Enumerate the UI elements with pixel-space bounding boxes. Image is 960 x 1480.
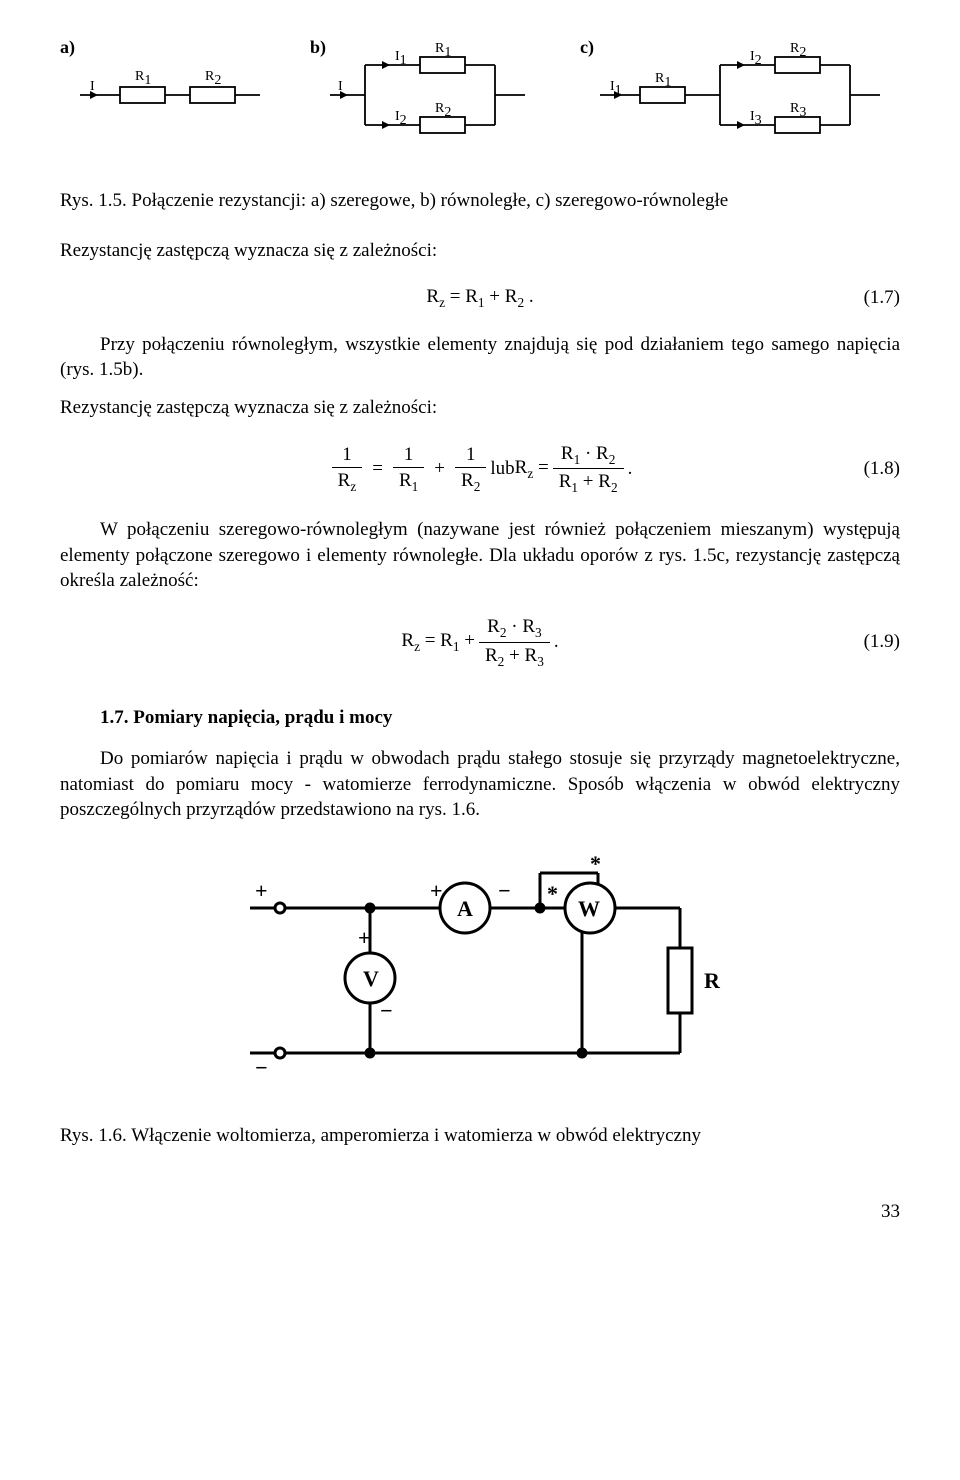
svg-text:I: I [90, 79, 95, 94]
svg-text:*: * [590, 853, 601, 876]
circuit-c: c) I [580, 40, 900, 158]
label-b: b) [310, 35, 326, 59]
svg-text:*: * [547, 881, 558, 906]
figure-1-6: + − + − V + − A * * W R [60, 853, 900, 1093]
eq-num-1-9: (1.9) [864, 629, 900, 655]
svg-text:R2: R2 [205, 69, 221, 88]
circuit-b: b) I I1 R1 [310, 40, 540, 158]
svg-text:R: R [704, 968, 721, 993]
svg-text:W: W [578, 896, 600, 921]
equation-1-8: 1Rz = 1R1 + 1R2 lub Rz = R1 · R2 R1 + R2… [60, 441, 900, 497]
svg-text:A: A [457, 896, 473, 921]
page-number: 33 [60, 1199, 900, 1225]
svg-text:R1: R1 [135, 69, 151, 88]
caption-fig-1-5: Rys. 1.5. Połączenie rezystancji: a) sze… [60, 188, 900, 214]
figure-1-6-svg: + − + − V + − A * * W R [220, 853, 740, 1093]
figure-1-5: a) I R1 R2 b) [60, 40, 900, 158]
label-c: c) [580, 35, 594, 59]
label-a: a) [60, 35, 75, 59]
section-1-7-heading: 1.7. Pomiary napięcia, prądu i mocy [60, 705, 900, 731]
circuit-a: a) I R1 R2 [60, 40, 270, 158]
svg-text:−: − [255, 1055, 268, 1080]
para-1: Rezystancję zastępczą wyznacza się z zal… [60, 238, 900, 264]
equation-1-9: Rz = R1 + R2 · R3 R2 + R3 . (1.9) [60, 614, 900, 670]
para-2: Przy połączeniu równoległym, wszystkie e… [60, 332, 900, 383]
circuit-a-svg: I R1 R2 [60, 40, 270, 140]
svg-text:−: − [380, 998, 393, 1023]
svg-text:+: + [358, 925, 371, 950]
svg-text:I: I [338, 79, 343, 94]
svg-text:+: + [255, 878, 268, 903]
eq-num-1-8: (1.8) [864, 456, 900, 482]
para-5: Do pomiarów napięcia i prądu w obwodach … [60, 746, 900, 823]
caption-fig-1-6: Rys. 1.6. Włączenie woltomierza, amperom… [60, 1123, 900, 1149]
para-3: Rezystancję zastępczą wyznacza się z zal… [60, 395, 900, 421]
svg-text:+: + [430, 878, 443, 903]
equation-1-7: Rz = R1 + R2 . (1.7) [60, 284, 900, 312]
para-4: W połączeniu szeregowo-równoległym (nazy… [60, 517, 900, 594]
svg-text:V: V [363, 966, 379, 991]
circuit-b-svg: I I1 R1 I2 R2 [310, 40, 540, 150]
circuit-c-svg: I1 R1 I2 R2 I3 R3 [580, 40, 900, 150]
eq-num-1-7: (1.7) [864, 285, 900, 311]
svg-text:−: − [498, 878, 511, 903]
